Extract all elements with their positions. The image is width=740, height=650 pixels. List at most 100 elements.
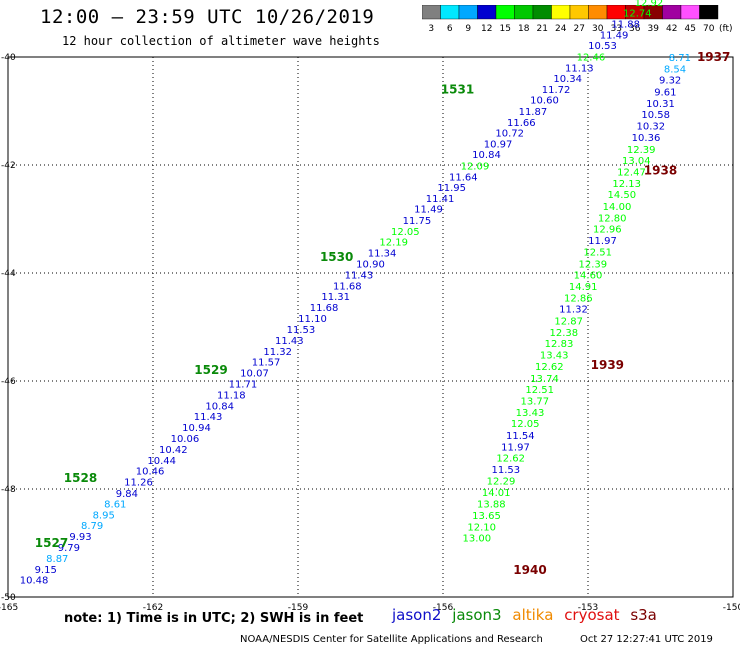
- y-tick-label: -50: [1, 593, 16, 603]
- wave-height-point: 9.84: [116, 489, 138, 500]
- wave-height-point: 11.13: [565, 63, 594, 74]
- satellite-legend: jason2 jason3 altika cryosat s3a: [392, 606, 663, 624]
- pass-label: 1940: [513, 563, 546, 577]
- wave-height-point: 12.10: [467, 522, 496, 533]
- legend-label: 21: [537, 24, 548, 34]
- wave-height-point: 12.92: [635, 0, 664, 9]
- x-tick-label: -162: [143, 603, 163, 613]
- satellite-jason3: jason3: [452, 606, 502, 624]
- legend-unit: (ft): [719, 24, 733, 34]
- wave-height-point: 12.86: [564, 293, 593, 304]
- wave-height-point: 11.18: [217, 391, 246, 402]
- wave-height-point: 10.32: [637, 122, 666, 133]
- wave-height-point: 13.77: [521, 396, 550, 407]
- legend-label: 42: [666, 24, 677, 34]
- pass-label: 1528: [64, 471, 97, 485]
- wave-height-point: 9.61: [654, 88, 676, 99]
- wave-height-point: 12.13: [612, 179, 641, 190]
- wave-height-point: 12.62: [535, 362, 564, 373]
- wave-height-point: 9.15: [35, 565, 57, 576]
- pass-label: 1938: [644, 163, 677, 177]
- wave-height-point: 8.54: [664, 64, 686, 75]
- wave-height-point: 11.41: [426, 194, 455, 205]
- wave-height-point: 11.54: [506, 431, 535, 442]
- source-credit: NOAA/NESDIS Center for Satellite Applica…: [240, 634, 543, 645]
- x-tick-label: -153: [578, 603, 598, 613]
- wave-height-point: 11.49: [414, 205, 443, 216]
- wave-height-point: 10.58: [641, 110, 670, 121]
- wave-height-point: 11.32: [263, 347, 292, 358]
- wave-height-point: 11.66: [507, 118, 536, 129]
- wave-height-point: 14.60: [574, 271, 603, 282]
- wave-height-point: 10.06: [171, 434, 200, 445]
- wave-height-point: 11.75: [403, 216, 432, 227]
- wave-height-point: 10.60: [530, 96, 559, 107]
- satellite-altika: altika: [512, 606, 554, 624]
- legend-label: 27: [574, 24, 585, 34]
- wave-height-point: 11.87: [519, 107, 548, 118]
- wave-height-point: 11.43: [275, 336, 304, 347]
- wave-height-point: 11.57: [252, 358, 281, 369]
- color-legend: 3 6 9 12 15 18 21 24 27 30 33 36 39 42 45 70 (ft): [422, 5, 733, 34]
- pass-label: 1529: [194, 363, 227, 377]
- wave-height-point: 8.87: [46, 554, 68, 565]
- wave-height-point: 12.47: [617, 167, 646, 178]
- legend-label: 45: [685, 24, 696, 34]
- chart-title: 12:00 – 23:59 UTC 10/26/2019: [40, 6, 375, 28]
- wave-height-point: 12.09: [461, 162, 490, 173]
- wave-height-point: 10.07: [240, 368, 269, 379]
- satellite-jason2: jason2: [392, 606, 442, 624]
- wave-height-point: 11.97: [588, 236, 617, 247]
- wave-height-point: 10.97: [484, 139, 513, 150]
- wave-height-point: 8.71: [669, 53, 691, 64]
- wave-height-point: 9.32: [659, 76, 681, 87]
- legend-swatch: [699, 5, 719, 20]
- wave-height-point: 13.43: [516, 408, 545, 419]
- wave-height-point: 11.53: [492, 465, 521, 476]
- wave-height-point: 11.88: [611, 20, 640, 31]
- wave-height-point: 12.62: [496, 454, 525, 465]
- legend-label: 39: [648, 24, 660, 34]
- wave-height-point: 12.38: [550, 328, 579, 339]
- y-tick-label: -48: [1, 485, 16, 495]
- legend-label: 70: [703, 24, 715, 34]
- wave-height-point: 8.61: [104, 500, 126, 511]
- wave-height-point: 12.05: [511, 419, 540, 430]
- wave-height-point: 11.97: [501, 442, 530, 453]
- generated-timestamp: Oct 27 12:27:41 UTC 2019: [580, 634, 713, 645]
- legend-label: 18: [518, 24, 530, 34]
- wave-height-point: 11.95: [437, 183, 466, 194]
- wave-height-point: 12.83: [545, 339, 574, 350]
- satellite-cryosat: cryosat: [564, 606, 620, 624]
- wave-height-point: 13.88: [477, 500, 506, 511]
- wave-height-point: 12.39: [579, 259, 608, 270]
- legend-label: 33: [611, 24, 622, 34]
- y-tick-label: -44: [1, 269, 16, 279]
- wave-height-point: 11.68: [333, 281, 362, 292]
- legend-label: 36: [629, 24, 641, 34]
- wave-height-point: 10.84: [472, 150, 501, 161]
- pass-label: 1937: [697, 50, 730, 64]
- wave-height-point: 12.29: [487, 476, 516, 487]
- wave-height-point: 10.84: [205, 401, 234, 412]
- wave-height-point: 11.43: [345, 271, 374, 282]
- wave-height-point: 9.79: [58, 543, 80, 554]
- legend-label: 3: [428, 24, 434, 34]
- wave-height-point: 10.94: [182, 423, 211, 434]
- wave-height-point: 11.32: [559, 305, 588, 316]
- wave-height-point: 10.46: [136, 467, 165, 478]
- wave-height-point: 11.71: [229, 380, 258, 391]
- wave-height-point: 11.26: [124, 477, 153, 488]
- satellite-s3a: s3a: [630, 606, 657, 624]
- wave-height-point: 13.74: [530, 374, 559, 385]
- wave-height-point: 11.43: [194, 412, 223, 423]
- y-tick-label: -46: [1, 377, 16, 387]
- wave-height-point: 12.51: [525, 385, 554, 396]
- legend-label: 9: [465, 24, 471, 34]
- wave-height-point: 12.51: [583, 247, 612, 258]
- wave-height-point: 10.42: [159, 445, 188, 456]
- legend-label: 24: [555, 24, 567, 34]
- wave-height-point: 10.48: [20, 576, 49, 587]
- wave-height-point: 14.91: [569, 282, 598, 293]
- wave-height-point: 12.19: [379, 238, 408, 249]
